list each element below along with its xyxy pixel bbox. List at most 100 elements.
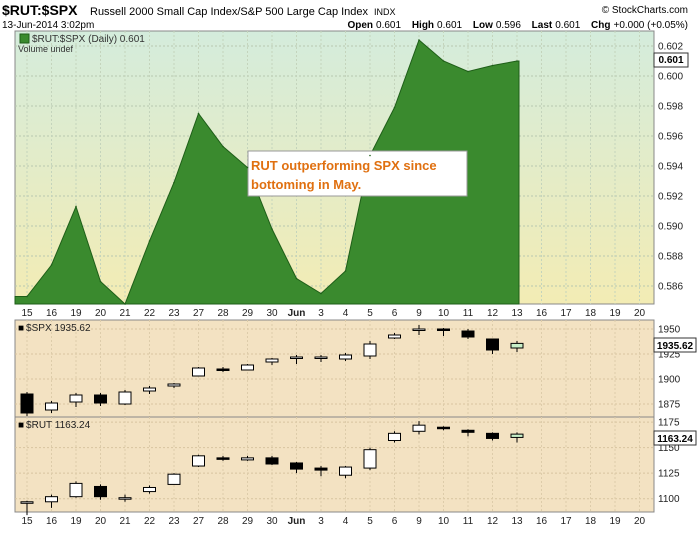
spx-candle-body — [486, 338, 499, 351]
rut-candle-body — [167, 473, 181, 485]
main-y-tick-label: 0.590 — [658, 222, 683, 233]
top-x-label-17: 10 — [438, 308, 450, 319]
spx-candle-body — [118, 391, 132, 405]
rut-candle-8 — [216, 455, 230, 461]
spx-candle-body — [510, 342, 524, 349]
rut-candle-body — [363, 449, 377, 469]
ratio-point-13 — [344, 270, 347, 272]
rut-candle-0 — [20, 500, 34, 516]
ratio-point-17 — [442, 60, 445, 62]
rut-legend: ■ $RUT 1163.24 — [18, 420, 91, 431]
rut-last-value-text: 1163.24 — [657, 434, 693, 445]
rut-y-tick-label: 1125 — [658, 469, 680, 480]
rut-candle-body — [94, 485, 107, 498]
ratio-point-16 — [418, 39, 420, 41]
rut-candle-12 — [314, 466, 328, 477]
exchange-tag: INDX — [374, 7, 396, 17]
description-text: Russell 2000 Small Cap Index/S&P 500 Lar… — [90, 6, 396, 18]
rut-candle-11 — [290, 461, 303, 474]
main-y-tick-label: 0.586 — [658, 282, 683, 293]
spx-legend-label: $SPX 1935.62 — [26, 323, 91, 334]
annotation-box: RUT outperforming SPX since bottoming in… — [247, 150, 468, 197]
spx-candle-body — [241, 364, 254, 371]
spx-candle-body — [216, 368, 230, 371]
high-label: High — [412, 20, 434, 31]
rut-candle-2 — [69, 481, 83, 498]
top-x-label-8: 28 — [217, 308, 229, 319]
rut-panel-bg — [14, 416, 655, 513]
rut-candle-body — [461, 429, 475, 433]
bottom-x-label-23: 18 — [585, 516, 597, 527]
rut-candle-body — [216, 457, 230, 460]
annotation-line-1: RUT outperforming SPX since — [251, 158, 437, 173]
last-value: 0.601 — [555, 20, 580, 31]
ratio-point-1 — [50, 264, 53, 266]
chg-label: Chg — [591, 20, 610, 31]
spx-candle-body — [94, 394, 107, 404]
rut-candle-7 — [192, 454, 205, 468]
rut-y-tick-label: 1100 — [658, 494, 680, 505]
low-value: 0.596 — [496, 20, 521, 31]
rut-candle-19 — [486, 432, 499, 441]
spx-candle-body — [388, 334, 401, 339]
spx-candle-10 — [265, 358, 279, 365]
rut-candle-20 — [510, 432, 524, 443]
spx-y-tick-label: 1875 — [658, 400, 681, 411]
top-x-label-13: 4 — [343, 308, 349, 319]
rut-candle-body — [118, 497, 132, 500]
bottom-x-label-10: 30 — [266, 516, 278, 527]
annotation-bg — [247, 150, 468, 197]
spx-candle-body — [363, 343, 377, 357]
spx-candle-7 — [192, 367, 205, 377]
spx-candle-body — [412, 328, 426, 331]
bottom-x-label-25: 20 — [634, 516, 646, 527]
bottom-x-label-8: 28 — [217, 516, 229, 527]
top-x-label-10: 30 — [266, 308, 278, 319]
bottom-x-label-24: 19 — [609, 516, 621, 527]
spx-candle-body — [339, 354, 352, 360]
rut-last-value-box — [653, 430, 697, 446]
spx-candle-2 — [69, 393, 83, 407]
bottom-x-label-14: 5 — [367, 516, 373, 527]
ratio-point-6 — [173, 181, 175, 184]
x-axis-labels-top: 15 16 19 20 21 22 23 27 28 29 30 Jun 3 4 5 6 9 10 11 12 13 16… — [21, 308, 645, 319]
quote-summary: Open 0.601 High 0.601 Low 0.596 Last 0.601 C… — [347, 20, 688, 31]
ratio-point-11 — [295, 277, 298, 280]
spx-candle-9 — [241, 364, 254, 371]
ratio-point-12 — [320, 292, 322, 295]
spx-candle-19 — [486, 338, 499, 354]
spx-candle-1 — [45, 401, 58, 413]
bottom-x-label-5: 22 — [144, 516, 156, 527]
main-legend: $RUT:$SPX (Daily) 0.601 Volume undef — [18, 33, 145, 54]
rut-candle-body — [143, 486, 156, 493]
ratio-point-20 — [516, 60, 518, 62]
spx-y-ticks: 1875 1900 1925 1950 — [658, 325, 681, 411]
bottom-x-label-6: 23 — [168, 516, 180, 527]
ratio-point-5 — [148, 240, 151, 242]
spx-last-value-box — [653, 337, 697, 353]
main-y-tick-label: 0.602 — [658, 42, 683, 53]
rut-candle-body — [69, 482, 83, 498]
rut-candle-body — [241, 457, 254, 461]
rut-candle-15 — [388, 431, 401, 443]
rut-candle-body — [339, 466, 352, 476]
low-label: Low — [473, 20, 493, 31]
spx-candle-body — [461, 330, 475, 338]
rut-candle-body — [486, 432, 499, 439]
rut-candle-17 — [437, 426, 450, 431]
spx-last-value-text: 1935.62 — [657, 341, 694, 352]
rut-candle-body — [510, 433, 524, 438]
spx-candle-18 — [461, 329, 475, 339]
spx-candle-8 — [216, 367, 230, 372]
bottom-x-label-22: 17 — [560, 516, 572, 527]
ratio-point-8 — [222, 145, 224, 148]
spx-panel: 1875 1900 1925 1950 ■ $SPX 1935.62 1935.62 — [14, 319, 697, 418]
rut-candle-3 — [94, 484, 107, 500]
ratio-point-10 — [271, 228, 273, 230]
ratio-point-0 — [26, 295, 28, 298]
rut-panel: 1100 1125 1150 1175 ■ $RUT 1163.24 1163.24 — [14, 416, 697, 516]
bottom-x-label-18: 11 — [463, 516, 474, 527]
spx-candle-6 — [167, 383, 181, 388]
top-x-label-22: 17 — [560, 308, 572, 319]
